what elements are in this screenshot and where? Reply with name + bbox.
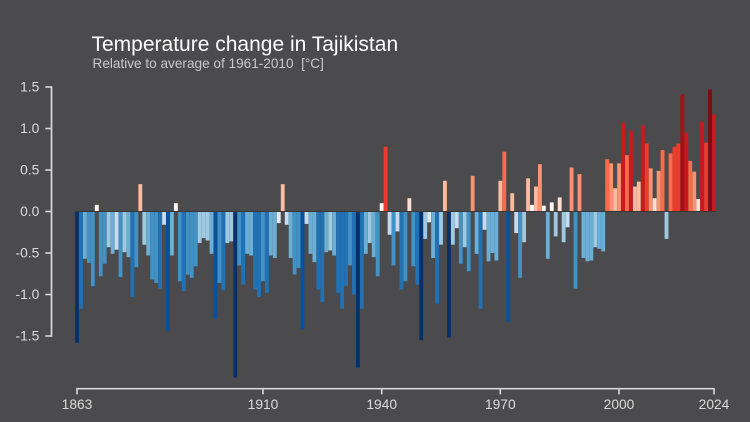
svg-text:Relative to average of 1961-20: Relative to average of 1961-2010 [°C] [93, 56, 324, 71]
svg-text:0.5: 0.5 [20, 163, 40, 178]
svg-text:Temperature change in Tajikist: Temperature change in Tajikistan [92, 33, 399, 56]
svg-text:-1.0: -1.0 [16, 287, 40, 302]
svg-text:1940: 1940 [366, 397, 397, 412]
svg-text:2000: 2000 [604, 397, 635, 412]
svg-text:1.0: 1.0 [20, 121, 40, 136]
svg-text:1910: 1910 [248, 397, 279, 412]
svg-text:-1.5: -1.5 [16, 329, 40, 344]
svg-text:0.0: 0.0 [20, 204, 40, 219]
svg-text:1.5: 1.5 [20, 80, 40, 95]
svg-text:-0.5: -0.5 [16, 246, 40, 261]
svg-text:1863: 1863 [62, 397, 93, 412]
svg-text:2024: 2024 [699, 397, 730, 412]
svg-text:1970: 1970 [485, 397, 516, 412]
